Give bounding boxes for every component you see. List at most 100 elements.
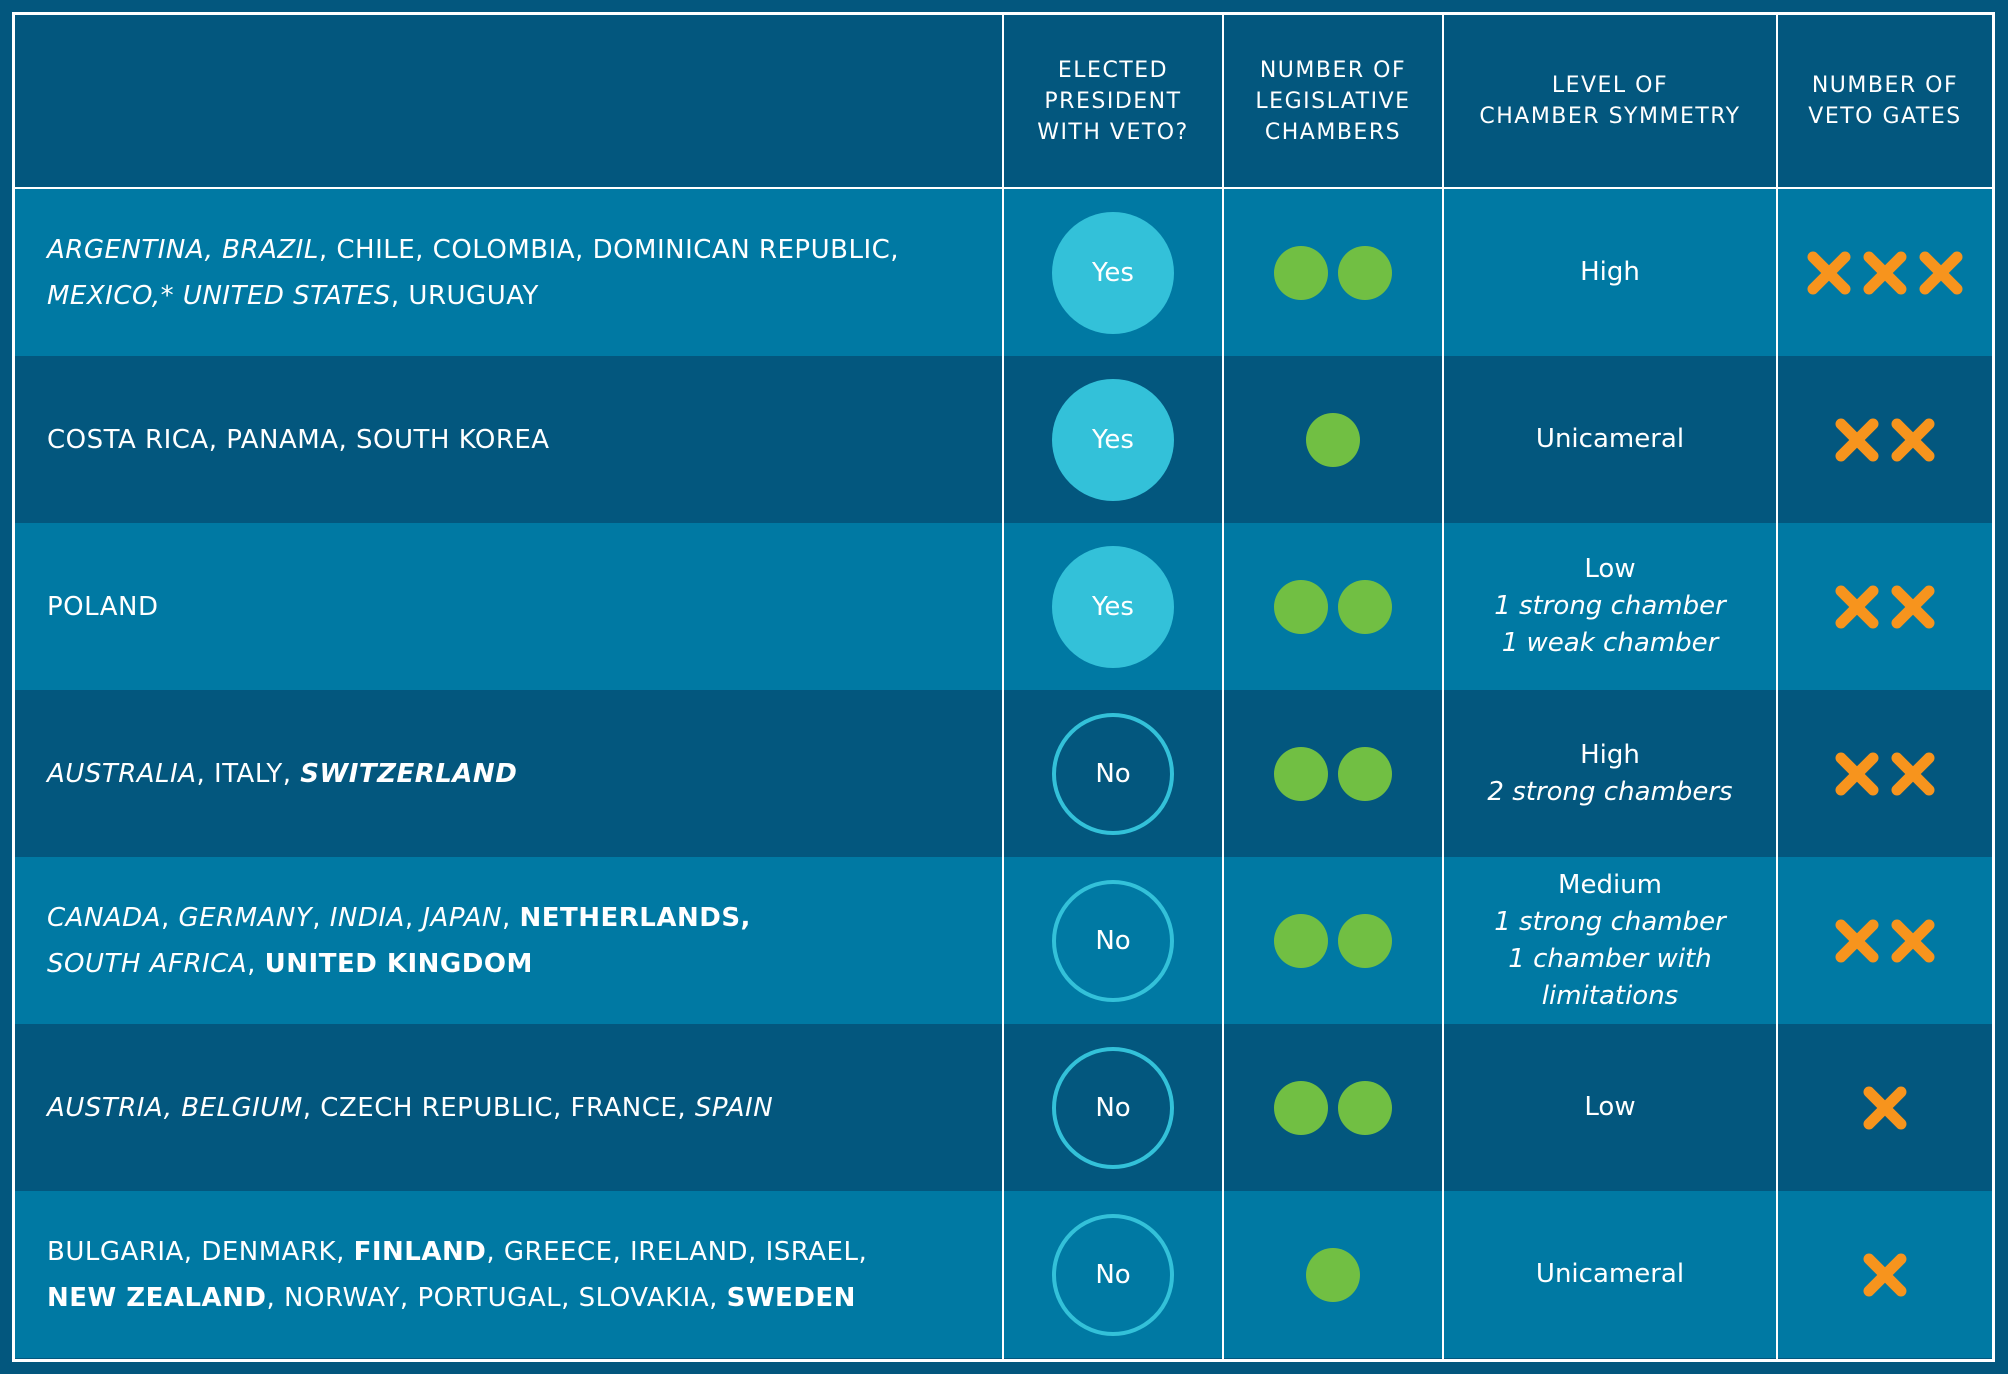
veto-x-icon xyxy=(1835,919,1879,962)
veto-gates-cell xyxy=(1778,1024,1992,1191)
symmetry-detail: 1 weak chamber xyxy=(1501,628,1719,658)
president-veto-badge: Yes xyxy=(1052,378,1174,501)
president-veto-badge: No xyxy=(1052,712,1174,835)
symmetry-level: High xyxy=(1580,257,1640,287)
country-line: CANADA, GERMANY, INDIA, JAPAN, NETHERLAN… xyxy=(47,895,751,941)
chamber-dot xyxy=(1338,579,1392,634)
chambers-cell xyxy=(1224,523,1442,690)
chamber-dot xyxy=(1274,1080,1328,1135)
symmetry-level: Low xyxy=(1584,554,1636,584)
country-line: ARGENTINA, BRAZIL, CHILE, COLOMBIA, DOMI… xyxy=(47,227,899,273)
country-name: SPAIN xyxy=(694,1092,774,1123)
country-line: COSTA RICA, PANAMA, SOUTH KOREA xyxy=(47,417,550,463)
veto-x-icon xyxy=(1863,251,1907,294)
country-text: BULGARIA, DENMARK, FINLAND, GREECE, IREL… xyxy=(47,1229,867,1321)
symmetry-level: High xyxy=(1580,739,1640,770)
chamber-dot xyxy=(1274,579,1328,634)
country-name: POLAND xyxy=(47,591,159,622)
header-chambers: NUMBER OF LEGISLATIVE CHAMBERS xyxy=(1224,15,1442,187)
header-veto-gates: NUMBER OF VETO GATES xyxy=(1778,15,1992,187)
veto-x-icon xyxy=(1863,1253,1907,1296)
symmetry-cell: High xyxy=(1444,189,1776,356)
country-name: SOUTH AFRICA xyxy=(47,948,248,979)
chamber-dot xyxy=(1274,913,1328,968)
chambers-cell xyxy=(1224,189,1442,356)
president-cell: No xyxy=(1004,1024,1222,1191)
symmetry-cell: Low 1 strong chamber 1 weak chamber xyxy=(1444,523,1776,690)
veto-gates-cell xyxy=(1778,857,1992,1024)
symmetry-text: Unicameral xyxy=(1536,421,1684,458)
president-cell: Yes xyxy=(1004,189,1222,356)
veto-x-icon xyxy=(1835,585,1879,628)
chamber-dot xyxy=(1306,1247,1360,1302)
chambers-cell xyxy=(1224,1191,1442,1358)
symmetry-level: Unicameral xyxy=(1535,1259,1685,1289)
country-name: SWITZERLAND xyxy=(300,758,518,789)
chambers-cell xyxy=(1224,1024,1442,1191)
country-text: AUSTRIA, BELGIUM, CZECH REPUBLIC, FRANCE… xyxy=(47,1085,773,1131)
veto-gates-cell xyxy=(1778,523,1992,690)
country-name: FINLAND xyxy=(353,1236,487,1267)
country-text: CANADA, GERMANY, INDIA, JAPAN, NETHERLAN… xyxy=(47,895,751,987)
president-veto-badge: Yes xyxy=(1052,211,1174,334)
country-name: , GREECE, IRELAND, ISRAEL, xyxy=(486,1236,868,1267)
country-name: , NORWAY, PORTUGAL, SLOVAKIA, xyxy=(266,1282,727,1313)
country-name: AUSTRALIA xyxy=(47,758,197,789)
chambers-cell xyxy=(1224,857,1442,1024)
president-veto-badge: No xyxy=(1052,879,1174,1002)
country-name: BULGARIA, DENMARK, xyxy=(47,1236,354,1267)
country-name: , URUGUAY xyxy=(390,280,539,311)
chamber-dot xyxy=(1338,746,1392,801)
president-veto-label: Yes xyxy=(1092,257,1134,288)
president-cell: No xyxy=(1004,690,1222,857)
symmetry-text: Low 1 strong chamber 1 weak chamber xyxy=(1494,551,1726,662)
president-veto-badge: No xyxy=(1052,1213,1174,1336)
country-text: POLAND xyxy=(47,584,158,630)
country-list: AUSTRIA, BELGIUM, CZECH REPUBLIC, FRANCE… xyxy=(47,1024,977,1191)
president-veto-label: Yes xyxy=(1092,424,1134,455)
country-line: AUSTRIA, BELGIUM, CZECH REPUBLIC, FRANCE… xyxy=(47,1085,773,1131)
veto-x-icon xyxy=(1891,752,1935,795)
country-line: POLAND xyxy=(47,584,158,630)
country-text: AUSTRALIA, ITALY, SWITZERLAND xyxy=(47,751,517,797)
veto-x-icon xyxy=(1807,251,1851,294)
country-line: MEXICO,* UNITED STATES, URUGUAY xyxy=(47,273,899,319)
country-list: CANADA, GERMANY, INDIA, JAPAN, NETHERLAN… xyxy=(47,857,977,1024)
chambers-cell xyxy=(1224,356,1442,523)
chamber-dot xyxy=(1338,1080,1392,1135)
country-name: , xyxy=(404,902,423,933)
header-veto-gates-label: NUMBER OF VETO GATES xyxy=(1808,73,1962,129)
symmetry-level: Medium xyxy=(1558,869,1662,900)
symmetry-text: Medium 1 strong chamber 1 chamber with limi… xyxy=(1494,867,1726,1015)
chamber-dot xyxy=(1338,245,1392,300)
veto-gates-cell xyxy=(1778,189,1992,356)
chamber-dot xyxy=(1306,412,1360,467)
country-name: , xyxy=(501,902,520,933)
president-veto-badge: Yes xyxy=(1052,545,1174,668)
veto-x-icon xyxy=(1891,919,1935,962)
chamber-dot xyxy=(1338,913,1392,968)
country-line: SOUTH AFRICA, UNITED KINGDOM xyxy=(47,941,751,987)
president-veto-label: No xyxy=(1095,1092,1131,1123)
country-name: COSTA RICA, PANAMA, SOUTH KOREA xyxy=(47,424,550,455)
veto-gates-cell xyxy=(1778,1191,1992,1358)
symmetry-text: High 2 strong chambers xyxy=(1487,737,1732,811)
symmetry-level: Unicameral xyxy=(1535,424,1685,454)
symmetry-detail: 1 strong chamber xyxy=(1494,591,1726,621)
column-divider xyxy=(1442,15,1444,1359)
country-name: , xyxy=(312,902,330,933)
country-line: BULGARIA, DENMARK, FINLAND, GREECE, IREL… xyxy=(47,1229,867,1275)
country-name: , ITALY, xyxy=(196,758,301,789)
symmetry-text: Unicameral xyxy=(1536,1256,1684,1293)
country-name: MEXICO,* UNITED STATES xyxy=(47,280,391,311)
header-symmetry-label: LEVEL OF CHAMBER SYMMETRY xyxy=(1479,73,1741,129)
country-name: CANADA xyxy=(47,902,161,933)
president-veto-label: No xyxy=(1095,758,1131,789)
country-text: ARGENTINA, BRAZIL, CHILE, COLOMBIA, DOMI… xyxy=(47,227,899,319)
veto-gates-cell xyxy=(1778,356,1992,523)
country-list: POLAND xyxy=(47,523,977,690)
country-name: UNITED KINGDOM xyxy=(264,948,533,979)
symmetry-text: Low xyxy=(1584,1089,1635,1126)
symmetry-text: High xyxy=(1580,254,1640,291)
header-chambers-label: NUMBER OF LEGISLATIVE CHAMBERS xyxy=(1255,57,1411,145)
